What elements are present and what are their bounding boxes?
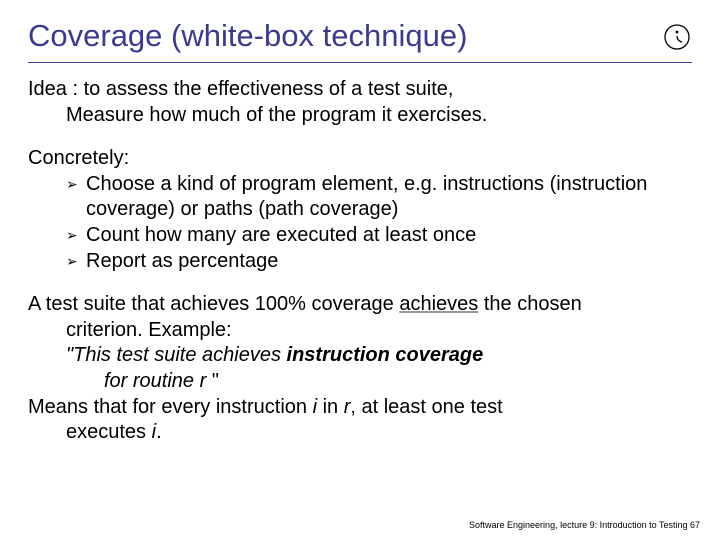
line: A test suite that achieves 100% coverage… bbox=[28, 293, 582, 315]
line: Means that for every instruction i in r,… bbox=[28, 396, 503, 418]
bullet-item: ➢ Choose a kind of program element, e.g.… bbox=[28, 172, 692, 223]
bullet-text: Choose a kind of program element, e.g. i… bbox=[86, 172, 692, 223]
logo-icon bbox=[662, 22, 692, 52]
title-rule bbox=[28, 62, 692, 63]
idea-line2: Measure how much of the program it exerc… bbox=[28, 103, 692, 129]
slide-footer: Software Engineering, lecture 9: Introdu… bbox=[469, 520, 700, 530]
quote-line: "This test suite achieves instruction co… bbox=[28, 343, 692, 369]
slide: Coverage (white-box technique) Idea : to… bbox=[0, 0, 720, 540]
idea-para: Idea : to assess the effectiveness of a … bbox=[28, 77, 692, 128]
bullet-item: ➢ Count how many are executed at least o… bbox=[28, 223, 692, 249]
concretely-label: Concretely: bbox=[28, 147, 129, 169]
explanation-para: A test suite that achieves 100% coverage… bbox=[28, 292, 692, 446]
bullet-item: ➢ Report as percentage bbox=[28, 249, 692, 275]
chevron-icon: ➢ bbox=[66, 249, 86, 271]
slide-body: Idea : to assess the effectiveness of a … bbox=[28, 77, 692, 446]
title-row: Coverage (white-box technique) bbox=[28, 18, 692, 60]
slide-title: Coverage (white-box technique) bbox=[28, 18, 467, 60]
bullet-text: Report as percentage bbox=[86, 249, 692, 275]
quote-line: for routine r " bbox=[28, 369, 692, 395]
concretely-para: Concretely: ➢ Choose a kind of program e… bbox=[28, 146, 692, 274]
chevron-icon: ➢ bbox=[66, 223, 86, 245]
idea-line1: Idea : to assess the effectiveness of a … bbox=[28, 78, 453, 100]
bullet-text: Count how many are executed at least onc… bbox=[86, 223, 692, 249]
chevron-icon: ➢ bbox=[66, 172, 86, 194]
line: executes i. bbox=[28, 420, 692, 446]
line: criterion. Example: bbox=[28, 318, 692, 344]
